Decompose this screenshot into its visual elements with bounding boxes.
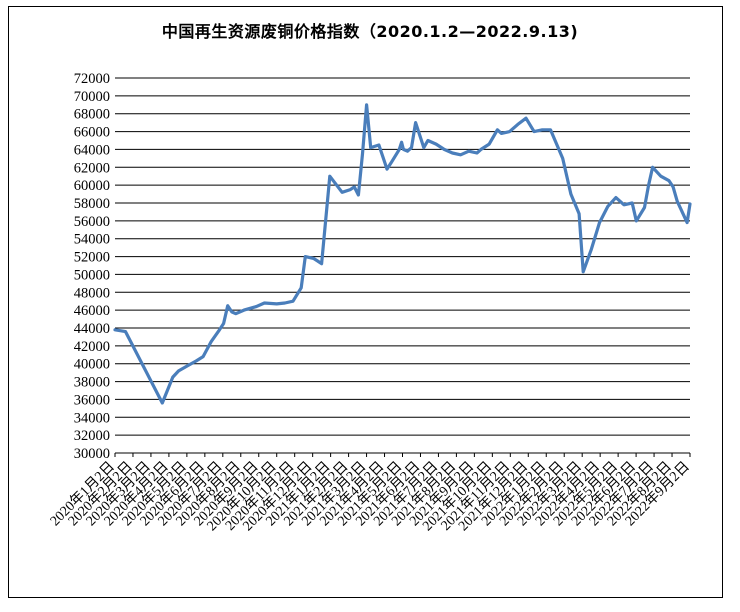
series-line: [113, 103, 692, 405]
series-layer: [113, 103, 692, 405]
y-tick-label: 32000: [74, 428, 110, 444]
y-tick-label: 56000: [74, 214, 110, 230]
y-tick-label: 44000: [74, 321, 110, 337]
chart-frame: [8, 6, 723, 598]
y-tick-label: 72000: [74, 71, 110, 87]
y-tick-label: 38000: [74, 375, 110, 391]
y-tick-label: 34000: [74, 410, 110, 426]
y-tick-label: 58000: [74, 196, 110, 212]
y-tick-label: 66000: [74, 125, 110, 141]
y-tick-label: 36000: [74, 392, 110, 408]
gridlines: [115, 77, 690, 454]
y-tick-label: 60000: [74, 178, 110, 194]
y-tick-label: 50000: [74, 267, 110, 283]
y-tick-label: 70000: [74, 89, 110, 105]
x-axis-ticks: 2020年1月2日2020年2月2日2020年3月2日2020年4月2日2020…: [47, 453, 693, 534]
y-tick-label: 54000: [74, 232, 110, 248]
y-tick-label: 30000: [74, 446, 110, 462]
y-tick-label: 48000: [74, 285, 110, 301]
y-tick-label: 64000: [74, 142, 110, 158]
y-tick-label: 40000: [74, 357, 110, 373]
y-tick-label: 52000: [74, 250, 110, 266]
y-tick-label: 42000: [74, 339, 110, 355]
y-tick-label: 68000: [74, 107, 110, 123]
y-tick-label: 46000: [74, 303, 110, 319]
y-tick-label: 62000: [74, 160, 110, 176]
chart-title: 中国再生资源废铜价格指数（2020.1.2—2022.9.13): [161, 22, 579, 41]
